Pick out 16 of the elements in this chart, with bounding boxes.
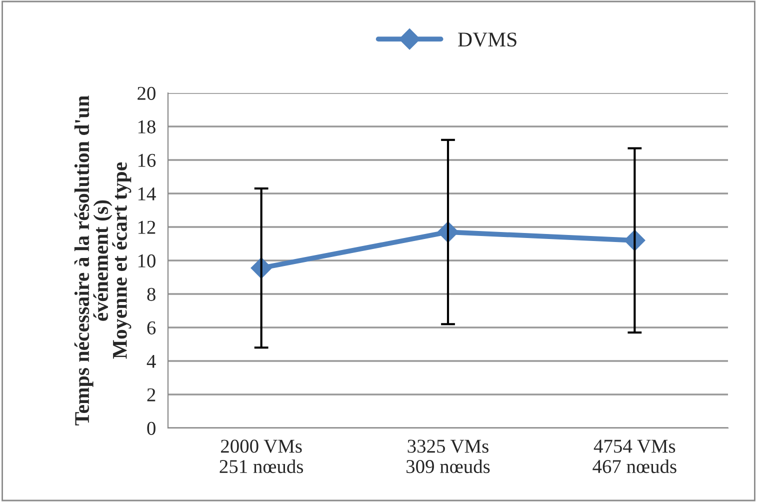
y-tick-label: 10 [138,254,156,268]
y-axis-title: Temps nécessaire à la résolution d'un événement (s) Moyenne et écart type [74,96,132,426]
x-tick-label: 4754 VMs 467 nœuds [592,440,676,474]
y-tick-label: 0 [147,422,156,435]
y-tick-label: 14 [138,187,156,200]
legend-label: DVMS [458,32,516,47]
y-tick-label: 4 [146,354,156,368]
y-tick-label: 6 [147,321,156,334]
y-tick-label: 2 [147,388,156,402]
y-tick-label: 20 [138,86,156,100]
y-tick-label: 8 [147,288,156,301]
x-tick-label: 2000 VMs 251 nœuds [220,440,304,474]
x-tick-label: 3325 VMs 309 nœuds [406,440,490,474]
y-tick-label: 12 [138,220,156,234]
y-tick-label: 18 [138,120,156,134]
y-tick-label: 16 [138,154,156,167]
